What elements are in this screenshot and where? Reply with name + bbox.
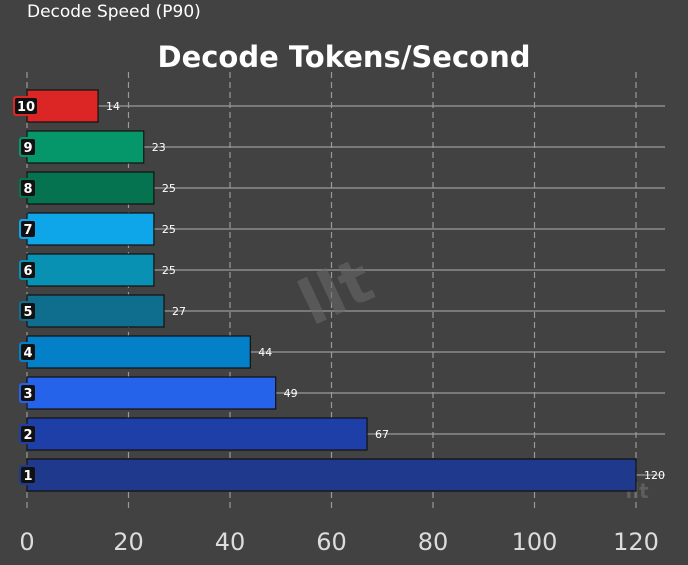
- category-label: 6: [23, 264, 32, 279]
- x-tick-label: 100: [512, 528, 558, 556]
- bar: [26, 253, 155, 287]
- bar: [26, 376, 277, 410]
- bar: [26, 294, 165, 328]
- x-tick-label: 20: [113, 528, 144, 556]
- bar-value-label: 27: [172, 305, 186, 318]
- bar: [26, 212, 155, 246]
- category-label: 4: [23, 346, 32, 361]
- bar-value-label: 44: [258, 346, 272, 359]
- bar-value-label: 25: [162, 223, 176, 236]
- category-badge: [21, 385, 35, 401]
- chart-title: Decode Tokens/Second: [158, 40, 531, 74]
- category-label: 10: [17, 100, 35, 115]
- category-label: 8: [23, 182, 32, 197]
- bar-value-label: 120: [644, 469, 665, 482]
- category-badge: [21, 180, 35, 196]
- category-label: 3: [23, 387, 32, 402]
- category-badge: [21, 262, 35, 278]
- x-tick-label: 0: [19, 528, 34, 556]
- bar-value-label: 23: [152, 141, 166, 154]
- category-badge: [21, 426, 35, 442]
- category-badge: [15, 98, 37, 114]
- bar-value-label: 14: [106, 100, 120, 113]
- window-title: Decode Speed (P90): [27, 2, 201, 22]
- category-badge: [21, 344, 35, 360]
- category-label: 9: [23, 141, 32, 156]
- category-badge: [21, 139, 35, 155]
- category-badge: [21, 303, 35, 319]
- category-label: 1: [23, 469, 32, 484]
- x-tick-label: 120: [613, 528, 659, 556]
- bar: [26, 458, 637, 492]
- x-tick-label: 80: [418, 528, 449, 556]
- x-tick-label: 40: [215, 528, 246, 556]
- bar-value-label: 67: [375, 428, 389, 441]
- category-badge: [21, 467, 35, 483]
- bar-value-label: 49: [284, 387, 298, 400]
- category-label: 5: [23, 305, 32, 320]
- watermark: llt: [288, 243, 384, 340]
- chart-container: Decode Tokens/Second 0 20 40 60 80 100 120 llt ll…: [0, 28, 688, 565]
- bar-value-label: 25: [162, 264, 176, 277]
- category-badge: [21, 221, 35, 237]
- bar-value-label: 25: [162, 182, 176, 195]
- bar: [26, 335, 251, 369]
- bar: [26, 417, 368, 451]
- category-label: 2: [23, 428, 32, 443]
- x-tick-label: 60: [316, 528, 347, 556]
- category-label: 7: [23, 223, 32, 238]
- bar: [26, 130, 145, 164]
- bar: [26, 171, 155, 205]
